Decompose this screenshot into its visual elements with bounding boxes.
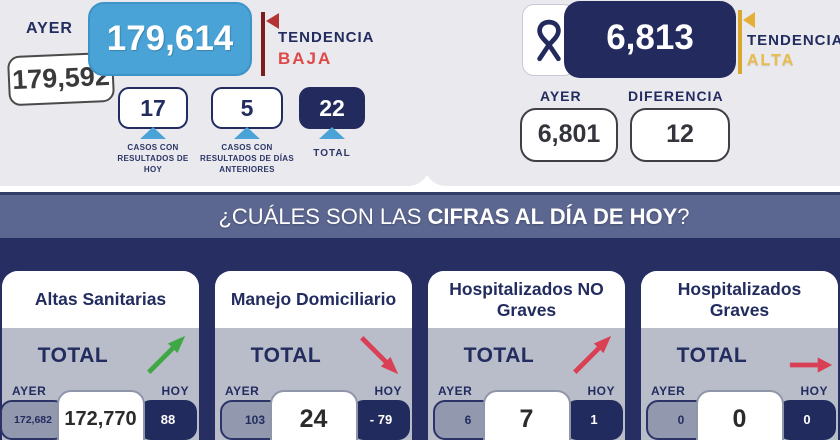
cases-today-value: 179,614 (88, 2, 252, 76)
trend-up-green-icon (147, 335, 186, 374)
deaths-today-value: 6,813 (564, 1, 736, 78)
card-hospitalizados-no-graves: Hospitalizados NO Graves TOTAL AYER HOY … (428, 271, 625, 440)
trend-flag-up-icon (743, 12, 755, 28)
pointer-up-icon (319, 127, 345, 139)
deaths-diff-label: DIFERENCIA (628, 88, 724, 104)
trend-down-red-icon (360, 336, 399, 375)
categories-section: Altas Sanitarias TOTAL AYER HOY 172,682 … (0, 238, 840, 440)
ayer-label: AYER (651, 384, 686, 398)
total-value: 0 (695, 390, 784, 440)
card-body: TOTAL AYER HOY 103 - 79 24 (215, 328, 412, 440)
pointer-up-icon (234, 127, 260, 139)
trend-pole-red (261, 12, 265, 76)
total-label: TOTAL (463, 344, 535, 367)
cases-today-results-value: 17 (118, 87, 188, 129)
card-title: Hospitalizados NO Graves (428, 271, 625, 328)
card-title: Hospitalizados Graves (641, 271, 838, 328)
cases-trend-value: BAJA (278, 49, 333, 68)
total-label: TOTAL (250, 344, 322, 367)
hoy-label: HOY (800, 384, 828, 398)
card-title: Altas Sanitarias (2, 271, 199, 328)
banner-title: ¿CUÁLES SON LAS CIFRAS AL DÍA DE HOY? (218, 203, 690, 229)
ayer-label: AYER (12, 384, 47, 398)
card-altas-sanitarias: Altas Sanitarias TOTAL AYER HOY 172,682 … (0, 271, 199, 440)
deaths-ayer-label: AYER (540, 88, 582, 104)
hoy-label: HOY (374, 384, 402, 398)
awareness-ribbon-icon (537, 19, 561, 62)
deaths-trend-label: TENDENCIA (747, 32, 840, 49)
hoy-value: 1 (565, 400, 623, 440)
deaths-trend-value: ALTA (747, 52, 796, 69)
cases-previous-results-label: CASOS CON RESULTADOS DE DÍAS ANTERIORES (200, 143, 294, 174)
card-manejo-domiciliario: Manejo Domiciliario TOTAL AYER HOY 103 -… (215, 271, 412, 440)
top-section: AYER 179,592 179,614 TENDENCIA BAJA 17 5… (0, 0, 840, 192)
card-body: TOTAL AYER HOY 6 1 7 (428, 328, 625, 440)
card-hospitalizados-graves: Hospitalizados Graves TOTAL AYER HOY 0 0… (641, 271, 838, 440)
pointer-up-icon (140, 127, 166, 139)
trend-pole-gold (738, 10, 742, 74)
deaths-diff-value: 12 (630, 108, 730, 162)
hoy-value: - 79 (352, 400, 410, 440)
trend-up-red-icon (573, 335, 612, 374)
cases-total-new-label: TOTAL (313, 148, 351, 159)
total-value: 24 (269, 390, 358, 440)
card-title: Manejo Domiciliario (215, 271, 412, 328)
cases-trend-label: TENDENCIA (278, 29, 375, 46)
cases-previous-results-value: 5 (211, 87, 283, 129)
hoy-label: HOY (161, 384, 189, 398)
ayer-label: AYER (438, 384, 473, 398)
trend-flat-red-icon (789, 357, 833, 373)
hoy-label: HOY (587, 384, 615, 398)
ayer-label: AYER (225, 384, 260, 398)
hoy-value: 0 (778, 400, 836, 440)
hoy-value: 88 (139, 400, 197, 440)
cases-total-new-value: 22 (299, 87, 365, 129)
card-body: TOTAL AYER HOY 172,682 88 172,770 (0, 328, 199, 440)
trend-flag-down-icon (266, 13, 279, 29)
section-banner: ¿CUÁLES SON LAS CIFRAS AL DÍA DE HOY? (0, 192, 840, 238)
card-body: TOTAL AYER HOY 0 0 0 (641, 328, 838, 440)
total-label: TOTAL (37, 344, 109, 367)
cases-today-results-label: CASOS CON RESULTADOS DE HOY (117, 143, 189, 174)
total-label: TOTAL (676, 344, 748, 367)
total-value: 172,770 (56, 390, 145, 440)
cases-ayer-label: AYER (26, 20, 73, 37)
total-value: 7 (482, 390, 571, 440)
category-cards: Altas Sanitarias TOTAL AYER HOY 172,682 … (0, 271, 838, 440)
deaths-ayer-value: 6,801 (520, 108, 618, 162)
